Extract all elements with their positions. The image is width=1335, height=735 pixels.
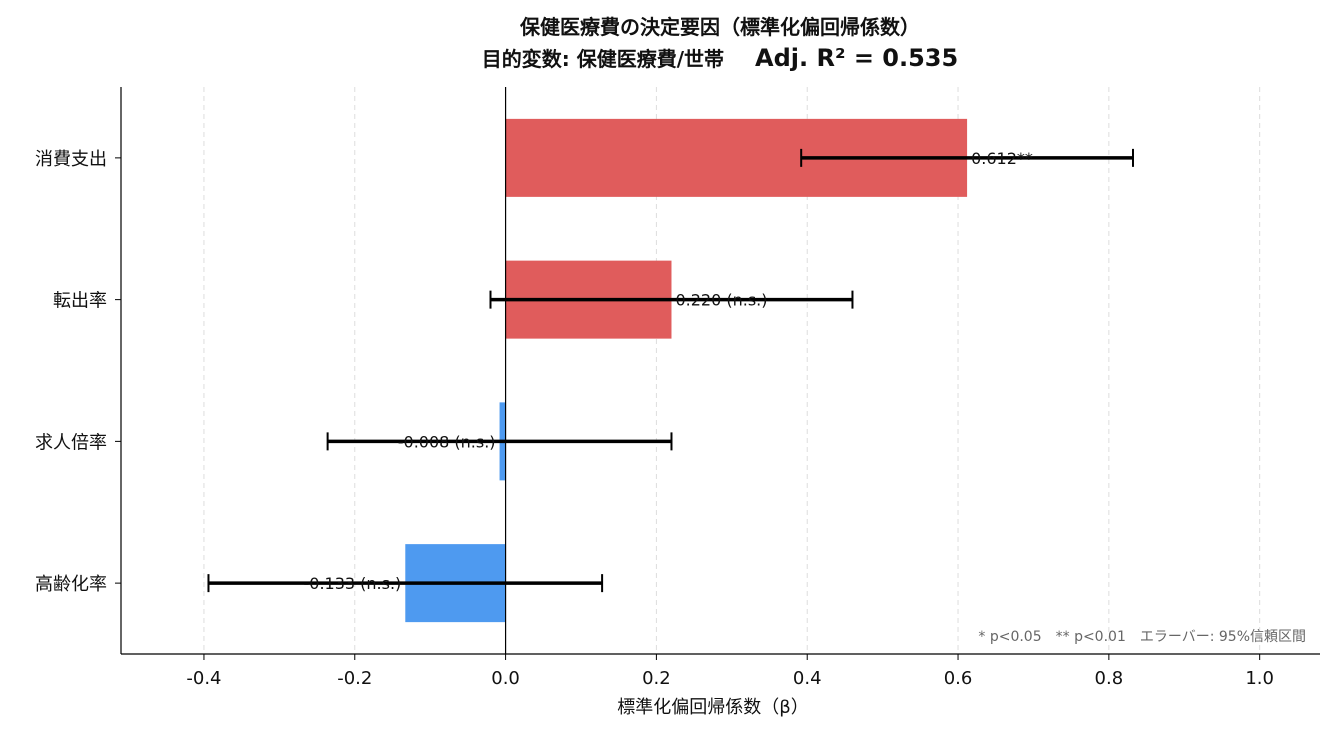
x-tick-label-6: 0.8 <box>1095 668 1124 689</box>
bar-value-label-0: 0.612** <box>971 149 1033 168</box>
x-tick-label-4: 0.4 <box>793 668 822 689</box>
x-tick-label-3: 0.2 <box>642 668 671 689</box>
chart-subtitle: 目的変数: 保健医療費/世帯 Adj. R² = 0.535 <box>482 44 958 72</box>
bar-value-label-1: 0.220 (n.s.) <box>675 291 767 310</box>
x-tick-label-0: -0.4 <box>186 668 221 689</box>
chart-subtitle-r2: Adj. R² = 0.535 <box>755 44 958 72</box>
chart-subtitle-main: 目的変数: 保健医療費/世帯 <box>482 47 724 71</box>
error-bars <box>207 148 1134 593</box>
category-label-3: 高齢化率 <box>35 574 107 595</box>
bar-labels: 0.612** 0.220 (n.s.) -0.008 (n.s.) -0.133 (… <box>303 149 1032 593</box>
x-tick-label-7: 1.0 <box>1245 668 1274 689</box>
x-tick-label-1: -0.2 <box>337 668 372 689</box>
x-tick-labels: -0.4 -0.2 0.0 0.2 0.4 0.6 0.8 1.0 <box>186 654 1274 689</box>
bar-value-label-2: -0.008 (n.s.) <box>398 432 496 451</box>
x-tick-label-2: 0.0 <box>491 668 520 689</box>
x-tick-label-5: 0.6 <box>944 668 973 689</box>
axes <box>120 87 1320 655</box>
category-label-2: 求人倍率 <box>35 432 107 453</box>
bar-value-label-3: -0.133 (n.s.) <box>303 574 401 593</box>
footnote: * p<0.05 ** p<0.01 エラーバー: 95%信頼区間 <box>978 629 1306 645</box>
category-label-1: 転出率 <box>53 291 107 312</box>
category-label-0: 消費支出 <box>35 149 107 170</box>
bars <box>405 118 968 623</box>
x-axis-label: 標準化偏回帰係数（β） <box>617 697 809 718</box>
chart-title: 保健医療費の決定要因（標準化偏回帰係数） <box>519 15 920 39</box>
